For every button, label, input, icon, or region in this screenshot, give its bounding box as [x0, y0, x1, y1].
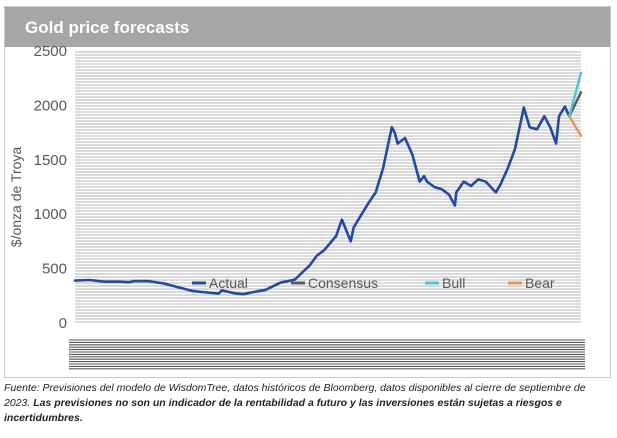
y-tick-label: 2500 — [34, 43, 67, 60]
legend-label-consensus: Consensus — [308, 275, 378, 291]
plot-hatching — [75, 51, 581, 323]
y-tick-label: 1000 — [34, 206, 67, 223]
y-axis-label: $/onza de Troya — [8, 147, 24, 248]
disclaimer-text: Las previsiones no son un indicador de l… — [4, 397, 562, 424]
series-line-bear — [568, 115, 583, 138]
y-tick-label: 500 — [42, 261, 67, 278]
series-line-actual — [73, 105, 571, 296]
legend-label-bull: Bull — [442, 275, 465, 291]
y-tick-label: 0 — [59, 315, 67, 332]
y-tick-label: 2000 — [34, 97, 67, 114]
series-line-bull — [568, 71, 583, 118]
legend: Actual Consensus Bull Bear — [192, 275, 555, 291]
y-tick-label: 1500 — [34, 152, 67, 169]
footer-note: Fuente: Previsiones del modelo de Wisdom… — [4, 381, 609, 426]
legend-label-bear: Bear — [525, 275, 555, 291]
chart-title: Gold price forecasts — [25, 18, 190, 37]
chart-frame: Gold price forecasts 0 500 1000 1500 2000 250… — [4, 6, 611, 378]
legend-label-actual: Actual — [209, 275, 248, 291]
title-bar: Gold price forecasts — [5, 7, 610, 47]
x-axis-label-block — [69, 339, 585, 370]
source-text: Fuente: Previsiones del modelo de Wisdom… — [4, 382, 586, 409]
chart: 0 500 1000 1500 2000 2500 $/onza de Troya Actua… — [8, 43, 585, 370]
